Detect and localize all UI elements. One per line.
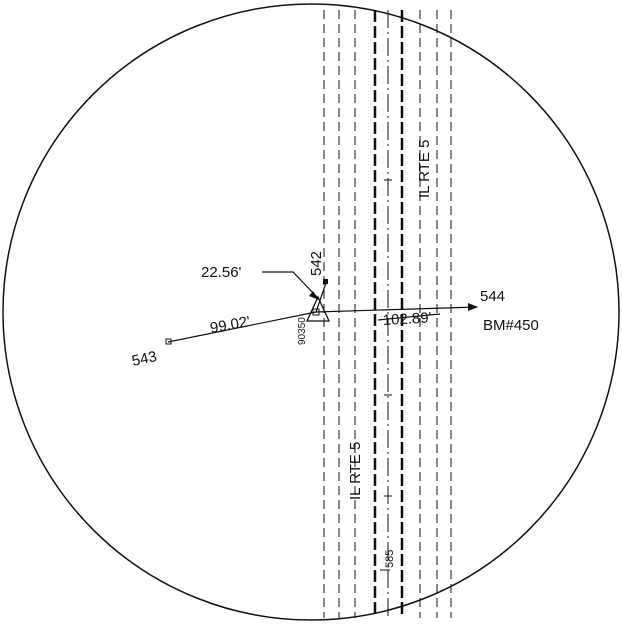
label-dist-short: 22.56': [201, 264, 242, 281]
traverse-line-544: [315, 306, 478, 313]
traverse-line-543: [167, 311, 317, 343]
label-dist-right: 102.89': [382, 309, 432, 329]
arrow-head-544: [468, 303, 478, 311]
leader-102-89: [377, 313, 441, 321]
road-lane-lines: [323, 10, 452, 618]
label-marker-585: 585: [384, 550, 396, 568]
point-marker-station: [312, 308, 320, 316]
arrow-head-22-56: [309, 291, 319, 300]
leader-22-56: [262, 271, 319, 299]
survey-control-triangle-icon: [305, 295, 331, 322]
label-benchmark: BM#450: [483, 317, 539, 334]
label-road-upper: IL RTE 5: [416, 140, 433, 198]
point-marker-542: [323, 279, 328, 284]
label-point-544: 544: [480, 288, 505, 305]
survey-lines: [167, 271, 478, 343]
detail-circle: [2, 3, 620, 621]
line-to-542: [315, 282, 327, 313]
label-dist-left: 99.02': [209, 313, 252, 337]
point-marker-543: [165, 338, 172, 345]
label-station-code: 90350: [297, 317, 308, 345]
label-point-543: 543: [130, 348, 158, 370]
label-road-lower: IL RTE 5: [347, 442, 364, 500]
label-point-542: 542: [308, 251, 325, 276]
